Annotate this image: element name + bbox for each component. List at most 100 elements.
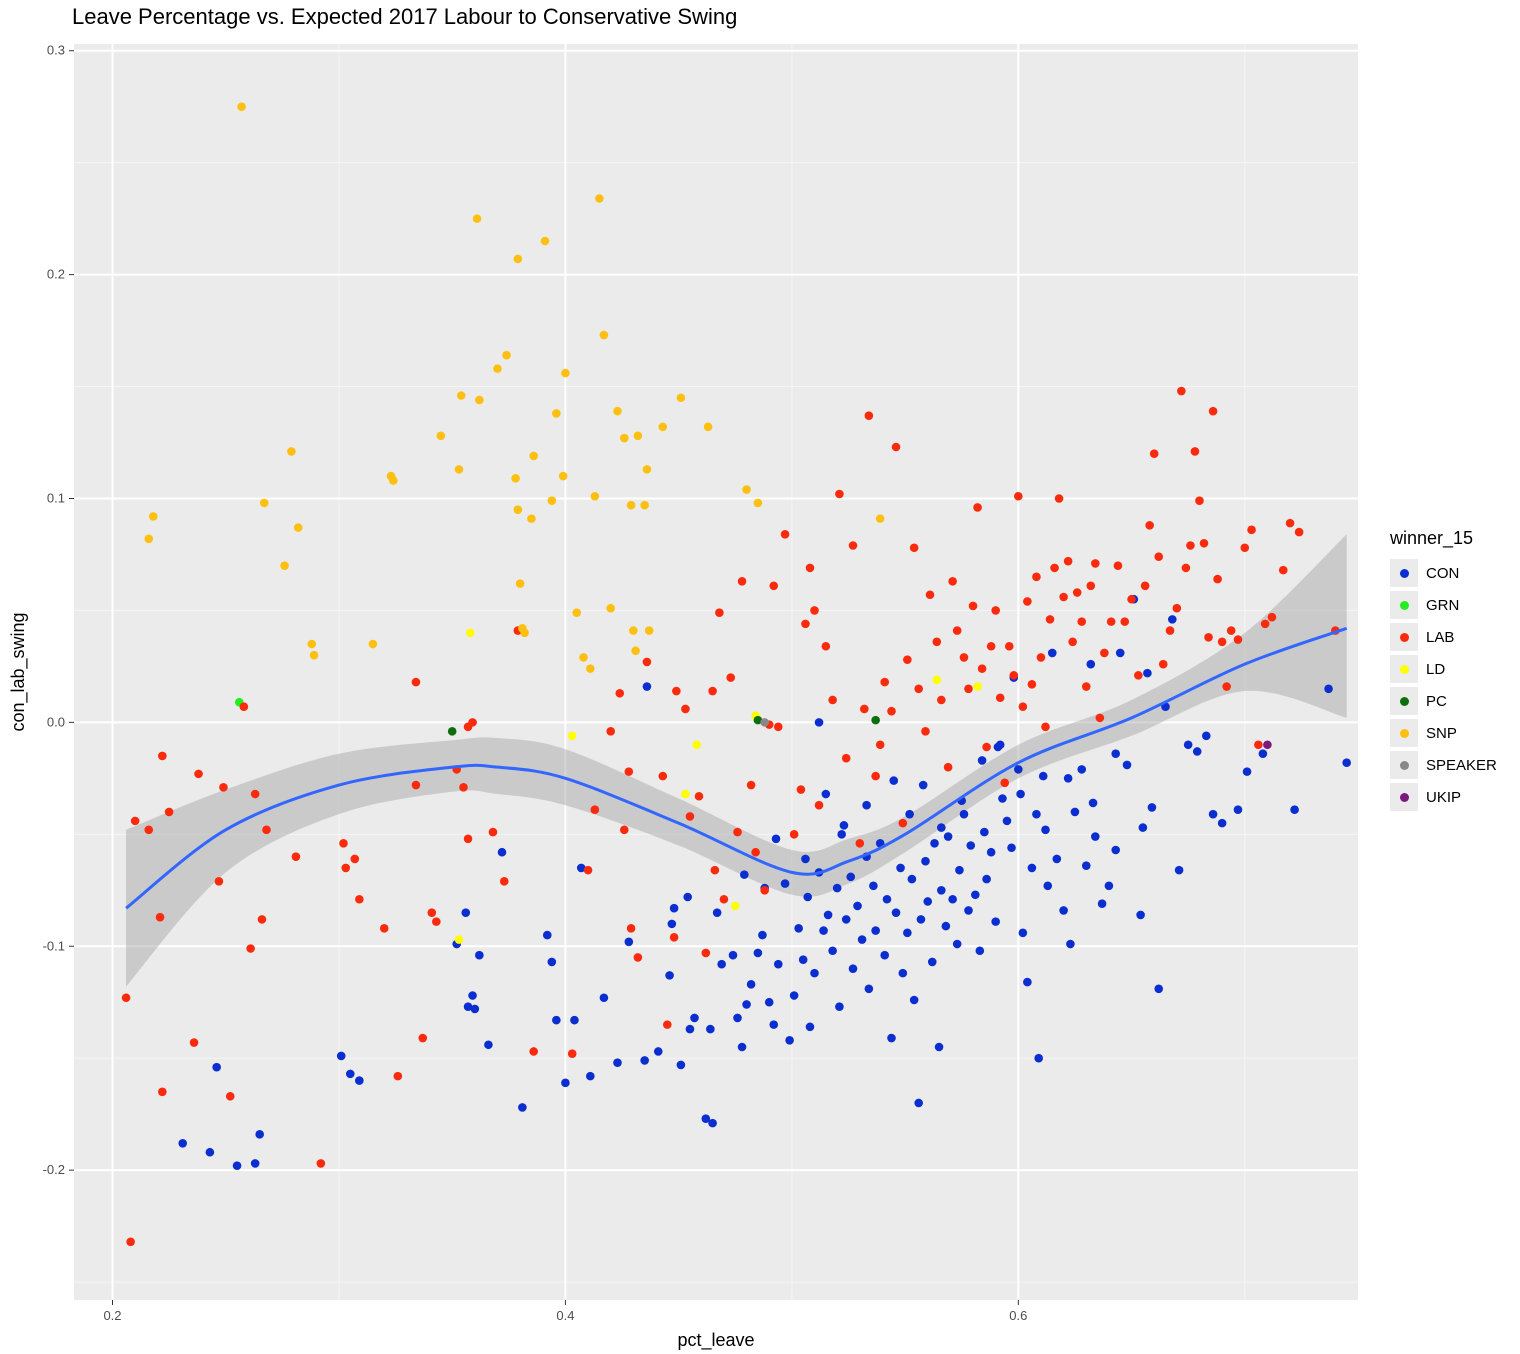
point-lab xyxy=(468,718,477,727)
point-con xyxy=(986,847,996,857)
point-snp xyxy=(633,431,643,441)
x-axis-label: pct_leave xyxy=(677,1330,754,1351)
point-con xyxy=(712,908,722,917)
point-con xyxy=(887,1033,896,1043)
point-lab xyxy=(1149,449,1159,459)
point-lab xyxy=(1199,538,1209,548)
point-lab xyxy=(144,825,154,835)
point-ukip xyxy=(1263,740,1272,750)
point-con xyxy=(653,1047,663,1056)
point-lab xyxy=(1247,525,1256,535)
point-snp xyxy=(237,102,246,111)
point-con xyxy=(468,991,477,1000)
point-con xyxy=(640,1056,649,1065)
point-lab xyxy=(1120,617,1130,626)
point-con xyxy=(1091,832,1100,841)
point-con xyxy=(1154,984,1164,994)
point-con xyxy=(746,980,756,989)
point-snp xyxy=(742,485,751,494)
point-snp xyxy=(515,579,525,588)
point-con xyxy=(914,1098,923,1108)
legend-swatch xyxy=(1399,664,1409,674)
point-con xyxy=(898,968,908,978)
point-lab xyxy=(1217,637,1227,647)
point-lab xyxy=(1000,778,1010,788)
point-con xyxy=(336,1051,346,1061)
point-snp xyxy=(475,395,484,405)
smooth-line xyxy=(125,626,1348,910)
legend-key xyxy=(1390,687,1418,715)
point-lab xyxy=(1009,671,1019,680)
point-con xyxy=(1081,861,1091,870)
legend-label: PC xyxy=(1426,692,1447,710)
legend-item-snp: SNP xyxy=(1390,717,1497,749)
point-con xyxy=(1111,845,1120,855)
point-con xyxy=(848,964,858,973)
y-tick-label: -0.2 xyxy=(43,1162,65,1177)
point-con xyxy=(740,870,749,879)
point-snp xyxy=(875,514,885,523)
point-snp xyxy=(590,491,600,501)
point-con xyxy=(1032,809,1041,819)
point-con xyxy=(1027,863,1037,873)
legend-item-con: CON xyxy=(1390,557,1497,589)
point-lab xyxy=(995,693,1005,703)
point-lab xyxy=(708,686,717,696)
point-lab xyxy=(925,590,935,600)
point-con xyxy=(1052,854,1062,864)
point-snp xyxy=(493,364,502,373)
point-lab xyxy=(719,894,729,904)
point-ld xyxy=(681,789,690,799)
point-snp xyxy=(456,391,466,400)
point-con xyxy=(975,946,985,956)
point-lab xyxy=(1059,592,1068,602)
point-lab xyxy=(1113,561,1123,570)
point-lab xyxy=(932,637,942,647)
point-con xyxy=(178,1138,187,1148)
point-lab xyxy=(769,581,779,591)
legend-item-ld: LD xyxy=(1390,653,1497,685)
point-lab xyxy=(427,908,437,917)
point-con xyxy=(706,1024,715,1034)
point-lab xyxy=(250,789,260,799)
point-con xyxy=(903,928,912,938)
point-con xyxy=(547,957,557,967)
point-con xyxy=(1138,823,1148,832)
point-con xyxy=(667,919,677,929)
point-lab xyxy=(1260,619,1270,629)
point-con xyxy=(665,971,674,980)
point-lab xyxy=(1077,617,1087,626)
point-con xyxy=(758,930,767,940)
point-snp xyxy=(676,393,686,403)
point-lab xyxy=(887,706,896,716)
point-con xyxy=(832,883,842,893)
point-con xyxy=(1023,977,1032,987)
point-lab xyxy=(903,655,912,664)
point-lab xyxy=(590,805,600,814)
legend-swatch xyxy=(1399,632,1409,642)
point-con xyxy=(542,930,552,940)
point-lab xyxy=(914,684,923,694)
point-con xyxy=(570,1015,579,1025)
point-con xyxy=(964,906,973,915)
point-snp xyxy=(529,451,539,461)
point-con xyxy=(599,993,609,1003)
point-con xyxy=(846,872,856,882)
point-con xyxy=(977,756,987,765)
point-ld xyxy=(454,935,464,944)
point-lab xyxy=(715,608,724,617)
point-snp xyxy=(586,664,595,673)
point-lab xyxy=(1195,496,1204,506)
point-con xyxy=(561,1078,570,1088)
point-snp xyxy=(513,505,523,514)
point-con xyxy=(948,894,957,904)
point-snp xyxy=(287,447,296,456)
point-snp xyxy=(552,409,561,418)
point-lab xyxy=(316,1159,326,1168)
legend-key xyxy=(1390,591,1418,619)
point-con xyxy=(232,1161,242,1170)
point-con xyxy=(998,794,1007,803)
point-snp xyxy=(640,500,649,510)
point-con xyxy=(880,950,890,960)
point-con xyxy=(1242,767,1252,776)
